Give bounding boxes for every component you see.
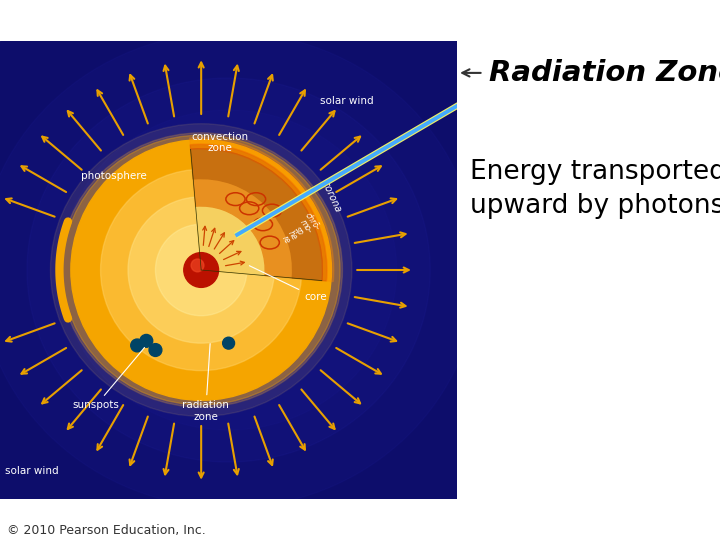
Ellipse shape — [60, 110, 397, 430]
Wedge shape — [191, 149, 323, 281]
Text: corona: corona — [320, 180, 343, 214]
Circle shape — [128, 197, 274, 343]
Ellipse shape — [60, 133, 343, 407]
Text: core: core — [249, 266, 327, 302]
Circle shape — [222, 337, 235, 349]
Text: solar wind: solar wind — [4, 466, 58, 476]
Text: photosphere: photosphere — [81, 171, 147, 181]
Text: chrō-
mo-
sp
he
re: chrō- mo- sp he re — [277, 211, 322, 251]
Wedge shape — [196, 206, 265, 275]
Circle shape — [101, 170, 302, 370]
Circle shape — [140, 334, 153, 347]
Text: solar wind: solar wind — [320, 96, 374, 106]
Ellipse shape — [62, 135, 340, 405]
Ellipse shape — [50, 124, 352, 416]
Text: Energy transported
upward by photons: Energy transported upward by photons — [470, 159, 720, 219]
Circle shape — [149, 343, 162, 356]
Wedge shape — [189, 137, 334, 281]
Text: convection
zone: convection zone — [191, 132, 248, 153]
Circle shape — [131, 339, 143, 352]
Text: © 2010 Pearson Education, Inc.: © 2010 Pearson Education, Inc. — [7, 524, 206, 537]
Circle shape — [71, 140, 331, 400]
Circle shape — [184, 253, 219, 287]
Text: Radiation Zone:: Radiation Zone: — [489, 59, 720, 87]
Ellipse shape — [27, 78, 431, 462]
Wedge shape — [193, 179, 292, 278]
Circle shape — [191, 259, 204, 272]
Circle shape — [156, 224, 247, 316]
Ellipse shape — [0, 32, 478, 508]
Wedge shape — [190, 144, 327, 281]
Text: sunspots: sunspots — [73, 348, 145, 410]
Text: radiation
zone: radiation zone — [182, 343, 229, 422]
